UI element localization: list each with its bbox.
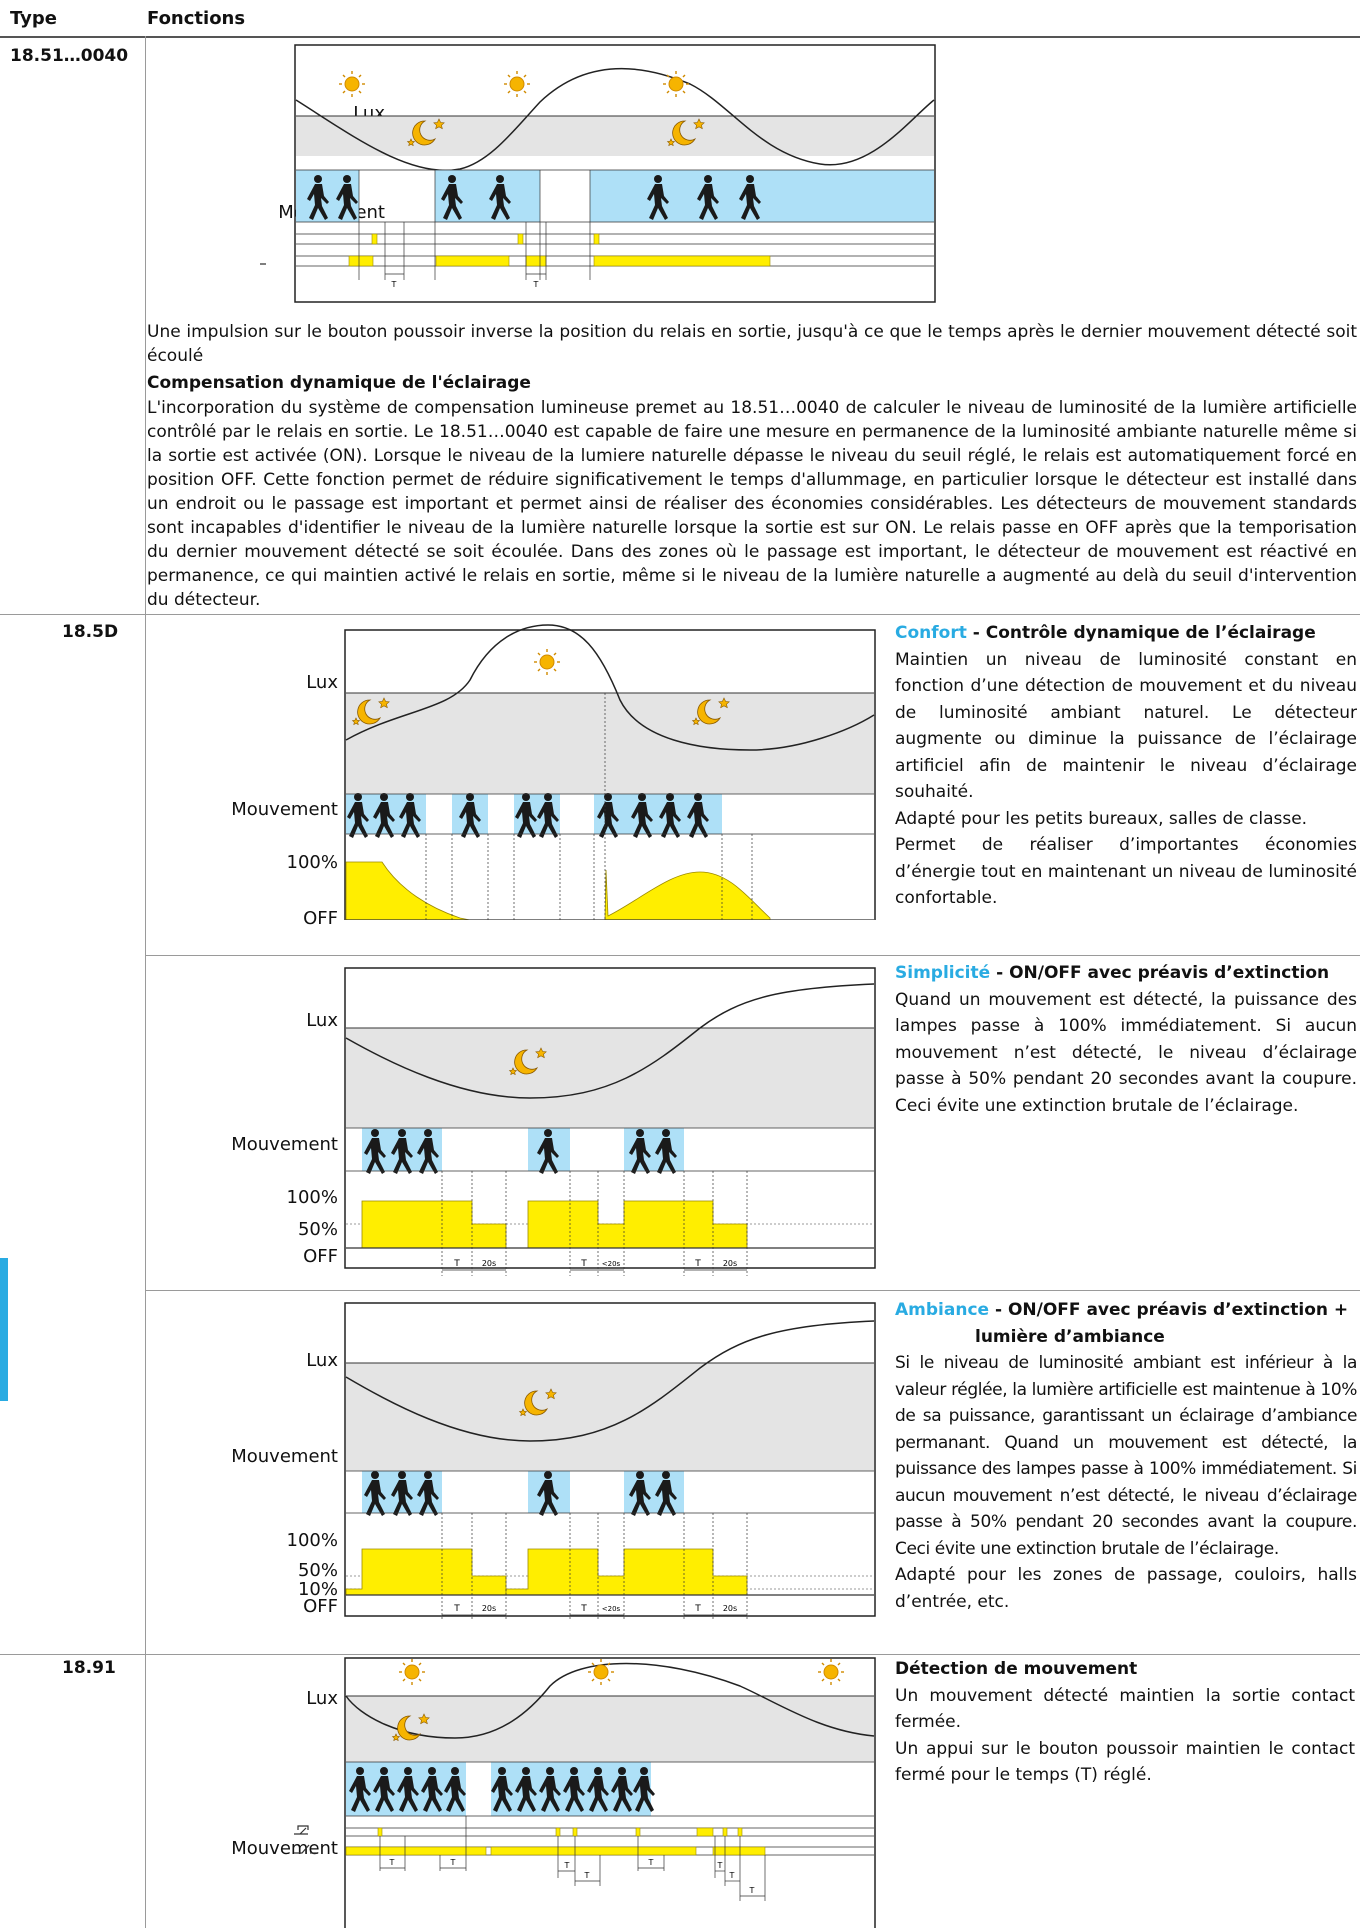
section-divider: [0, 1654, 1360, 1655]
level-100-label: 100%: [286, 1530, 338, 1551]
ambiance-title: - ON/OFF avec préavis d’extinction +: [989, 1300, 1349, 1320]
functions-column-header: Fonctions: [147, 8, 246, 29]
ambiance-p1: Si le niveau de luminosité ambiant est i…: [895, 1353, 1357, 1559]
svg-text:<20s: <20s: [602, 1605, 621, 1613]
lux-label: Lux: [306, 1010, 338, 1031]
confort-description: Confort - Contrôle dynamique de l’éclair…: [895, 620, 1357, 912]
confort-title-accent: Confort: [895, 623, 967, 643]
svg-text:20s: 20s: [482, 1604, 496, 1613]
simplicite-p1: Quand un mouvement est détecté, la puiss…: [895, 989, 1357, 1116]
ambiance-title-line2: lumière d’ambiance: [975, 1326, 1165, 1347]
svg-text:20s: 20s: [482, 1259, 496, 1268]
svg-text:20s: 20s: [723, 1259, 737, 1268]
push-button-symbol: [294, 1825, 309, 1835]
section1-intro: Une impulsion sur le bouton poussoir inv…: [147, 322, 1357, 366]
section3-p2: Un appui sur le bouton poussoir maintien…: [895, 1738, 1355, 1786]
lux-label: Lux: [306, 1350, 338, 1371]
level-off-label: OFF: [303, 908, 338, 929]
svg-text:20s: 20s: [723, 1604, 737, 1613]
ambiance-title-accent: Ambiance: [895, 1300, 990, 1320]
svg-text:<20s: <20s: [602, 1260, 621, 1268]
simplicite-description: Simplicité - ON/OFF avec préavis d’extin…: [895, 960, 1357, 1119]
subsection-divider: [146, 1290, 1360, 1291]
page-edge-marker: [0, 1258, 8, 1401]
type-18-5d: 18.5D: [62, 622, 119, 642]
header-divider: [0, 36, 1360, 38]
svg-text:T: T: [453, 1604, 460, 1614]
section3-heading: Détection de mouvement: [895, 1659, 1138, 1679]
simplicite-title: - ON/OFF avec préavis d’extinction: [990, 963, 1330, 983]
timing-diagram-18-51: T T: [260, 44, 936, 303]
level-10-label: 10%: [297, 1579, 338, 1600]
confort-p3: Permet de réaliser d’importantes économi…: [895, 835, 1357, 908]
confort-p1: Maintien un niveau de luminosité constan…: [895, 649, 1357, 803]
svg-text:T: T: [450, 1858, 456, 1867]
level-100-label: 100%: [286, 1187, 338, 1208]
section1-body: L'incorporation du système de compensati…: [147, 398, 1357, 610]
svg-text:T: T: [453, 1259, 460, 1269]
svg-text:T: T: [584, 1871, 590, 1880]
svg-text:T: T: [389, 1858, 395, 1867]
svg-text:T: T: [694, 1259, 701, 1269]
svg-text:T: T: [717, 1861, 723, 1870]
confort-p2: Adapté pour les petits bureaux, salles d…: [895, 808, 1308, 829]
level-off-label: OFF: [303, 1246, 338, 1267]
lux-label: Lux: [306, 672, 338, 693]
section1-heading: Compensation dynamique de l'éclairage: [147, 373, 531, 393]
motion-label: Mouvement: [231, 1134, 338, 1155]
motion-label: Mouvement: [231, 1446, 338, 1467]
contact-symbol: [260, 263, 266, 265]
svg-text:T: T: [580, 1604, 587, 1614]
lux-label: Lux: [306, 1688, 338, 1709]
timing-diagram-confort: T T T T: [344, 624, 876, 920]
simplicite-title-accent: Simplicité: [895, 963, 991, 983]
type-18-91: 18.91: [62, 1658, 116, 1678]
level-off-label: OFF: [303, 1596, 338, 1617]
svg-text:T: T: [564, 1861, 570, 1870]
level-50-label: 50%: [297, 1219, 338, 1240]
contact-symbol: [294, 1844, 318, 1854]
type-18-51-0040: 18.51…0040: [10, 46, 129, 66]
timing-diagram-ambiance: T 20s T <20s T 20s: [344, 1302, 876, 1621]
svg-text:T: T: [729, 1871, 735, 1880]
type-column-header: Type: [10, 8, 57, 29]
confort-title: - Contrôle dynamique de l’éclairage: [966, 623, 1316, 643]
section-divider: [0, 614, 1360, 615]
subsection-divider: [146, 955, 1360, 956]
ambiance-p2: Adapté pour les zones de passage, couloi…: [895, 1565, 1357, 1612]
svg-text:T: T: [648, 1858, 654, 1867]
ambiance-description: Ambiance - ON/OFF avec préavis d’extinct…: [895, 1297, 1357, 1615]
svg-text:T: T: [749, 1886, 755, 1895]
level-50-label: 50%: [297, 1560, 338, 1581]
motion-label: Mouvement: [231, 1838, 338, 1859]
timing-diagram-18-91: T T T T T T T T: [294, 1657, 876, 1928]
motion-label: Mouvement: [231, 799, 338, 820]
column-divider: [145, 36, 146, 1928]
timing-diagram-simplicite: T 20s T <20s T 20s: [344, 967, 876, 1276]
section3-description: Détection de mouvement Un mouvement déte…: [895, 1656, 1355, 1789]
svg-text:T: T: [533, 280, 539, 289]
svg-text:T: T: [694, 1604, 701, 1614]
svg-text:T: T: [391, 280, 397, 289]
level-100-label: 100%: [286, 852, 338, 873]
section3-p1: Un mouvement détecté maintien la sortie …: [895, 1685, 1355, 1733]
svg-text:T: T: [580, 1259, 587, 1269]
